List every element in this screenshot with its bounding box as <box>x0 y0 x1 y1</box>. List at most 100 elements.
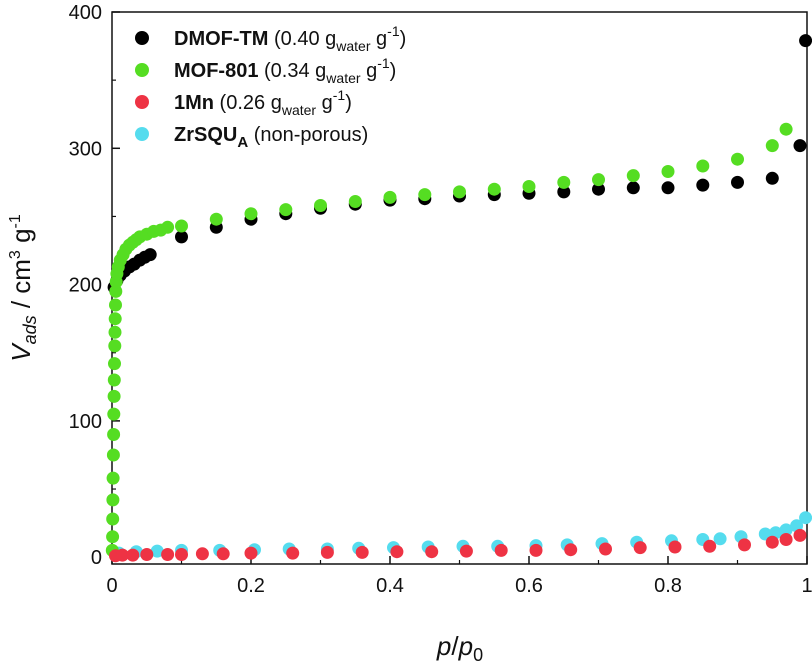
x-axis-title-p0: p <box>458 631 473 661</box>
y-tick-label: 100 <box>69 411 102 433</box>
data-point-mof-801 <box>661 165 675 178</box>
data-point-1mn <box>244 546 258 560</box>
data-point-mof-801 <box>107 373 121 387</box>
data-point-1mn <box>633 541 647 555</box>
data-point-dmof-tm <box>731 175 744 189</box>
data-point-1mn <box>390 545 404 559</box>
data-point-1mn <box>320 545 334 559</box>
x-tick-label: 0 <box>106 575 117 597</box>
data-point-1mn <box>738 538 751 552</box>
x-axis-title-subscript: 0 <box>473 645 483 665</box>
data-point-mof-801 <box>175 219 188 233</box>
data-point-mof-801 <box>765 139 779 153</box>
y-axis-title-sup2: -1 <box>7 214 24 228</box>
y-axis-title-main: V <box>6 342 36 362</box>
data-point-1mn <box>564 543 578 557</box>
x-tick-label: 0.2 <box>237 575 265 597</box>
data-point-mof-801 <box>592 173 605 187</box>
data-point-zrsqu <box>779 523 793 537</box>
x-axis-title-main: p <box>436 631 451 661</box>
data-point-mof-801 <box>244 207 258 221</box>
data-point-1mn <box>793 528 807 542</box>
data-point-dmof-tm <box>765 171 779 185</box>
data-point-dmof-tm <box>175 230 188 244</box>
y-axis-title-sup: 3 <box>7 250 24 259</box>
data-point-mof-801 <box>106 493 120 507</box>
data-point-1mn <box>355 545 369 559</box>
x-axis-ticks: 0 0.2 0.4 0.6 0.8 1 <box>106 556 812 597</box>
x-tick-label: 1 <box>801 575 812 597</box>
data-points <box>105 34 812 563</box>
data-point-mof-801 <box>418 188 432 202</box>
data-point-zrsqu <box>799 511 812 525</box>
legend-entry: DMOF-TM (0.40 gwater g-1) <box>174 23 406 54</box>
data-point-mof-801 <box>731 152 744 166</box>
data-point-dmof-tm <box>626 181 640 195</box>
data-point-mof-801 <box>453 185 466 199</box>
data-point-mof-801 <box>348 195 362 208</box>
data-point-mof-801 <box>109 284 123 298</box>
y-tick-label: 0 <box>91 547 102 569</box>
data-point-dmof-tm <box>592 182 605 196</box>
y-axis-title: Vads / cm3 g-1 <box>6 214 40 362</box>
data-point-1mn <box>161 548 175 561</box>
data-point-dmof-tm <box>143 248 157 262</box>
data-point-mof-801 <box>696 159 710 173</box>
data-point-mof-801 <box>557 175 571 189</box>
legend-entry: 1Mn (0.26 gwater g-1) <box>174 87 352 118</box>
data-point-zrsqu <box>150 544 164 558</box>
data-point-1mn <box>765 535 779 549</box>
data-point-1mn <box>195 547 209 561</box>
data-point-1mn <box>599 542 612 556</box>
data-point-1mn <box>425 545 439 559</box>
data-point-mof-801 <box>106 448 120 462</box>
y-axis-title-unit-prefix: / cm <box>6 259 36 315</box>
data-point-1mn <box>216 547 230 561</box>
data-point-1mn <box>529 543 543 557</box>
data-point-1mn <box>459 544 473 558</box>
data-point-dmof-tm <box>661 181 675 195</box>
y-axis-title-unit-suffix: g <box>6 228 36 250</box>
x-tick-label: 0.8 <box>654 575 682 597</box>
x-tick-label: 0.4 <box>376 575 404 597</box>
legend-entry: ZrSQUA (non-porous) <box>174 124 368 151</box>
y-tick-label: 400 <box>69 2 102 24</box>
x-axis-title: p/p0 <box>436 631 483 665</box>
data-point-mof-801 <box>779 122 793 136</box>
data-point-mof-801 <box>522 180 536 193</box>
data-point-mof-801 <box>279 203 293 217</box>
legend-marker <box>135 95 149 109</box>
data-point-mof-801 <box>108 339 122 353</box>
y-axis-title-subscript: ads <box>20 315 40 344</box>
data-point-dmof-tm <box>799 34 812 48</box>
legend-marker <box>135 63 149 77</box>
data-point-mof-801 <box>108 312 122 326</box>
data-point-mof-801 <box>209 212 223 226</box>
data-point-1mn <box>703 539 717 553</box>
data-point-zrsqu <box>713 532 727 546</box>
data-point-1mn <box>140 548 154 561</box>
x-tick-label: 0.6 <box>515 575 543 597</box>
y-tick-label: 200 <box>69 275 102 297</box>
data-point-mof-801 <box>109 298 122 312</box>
svg-text:Vads / cm3 g-1: Vads / cm3 g-1 <box>6 214 40 362</box>
legend: DMOF-TM (0.40 gwater g-1)MOF-801 (0.34 g… <box>135 23 406 151</box>
data-point-1mn <box>115 548 129 562</box>
data-point-mof-801 <box>107 389 121 403</box>
legend-entry: MOF-801 (0.34 gwater g-1) <box>174 55 396 86</box>
x-axis-title-slash: / <box>451 631 459 661</box>
data-point-mof-801 <box>106 512 120 526</box>
data-point-mof-801 <box>106 530 120 544</box>
data-point-dmof-tm <box>557 185 571 199</box>
legend-marker <box>135 127 149 141</box>
data-point-mof-801 <box>108 325 122 339</box>
data-point-1mn <box>494 543 508 557</box>
data-point-1mn <box>286 546 300 560</box>
data-point-1mn <box>126 548 140 562</box>
data-point-mof-801 <box>626 169 640 183</box>
data-point-1mn <box>779 533 793 546</box>
data-point-dmof-tm <box>793 139 807 153</box>
data-point-mof-801 <box>383 190 397 204</box>
y-tick-label: 300 <box>69 138 102 160</box>
data-point-mof-801 <box>108 357 121 371</box>
